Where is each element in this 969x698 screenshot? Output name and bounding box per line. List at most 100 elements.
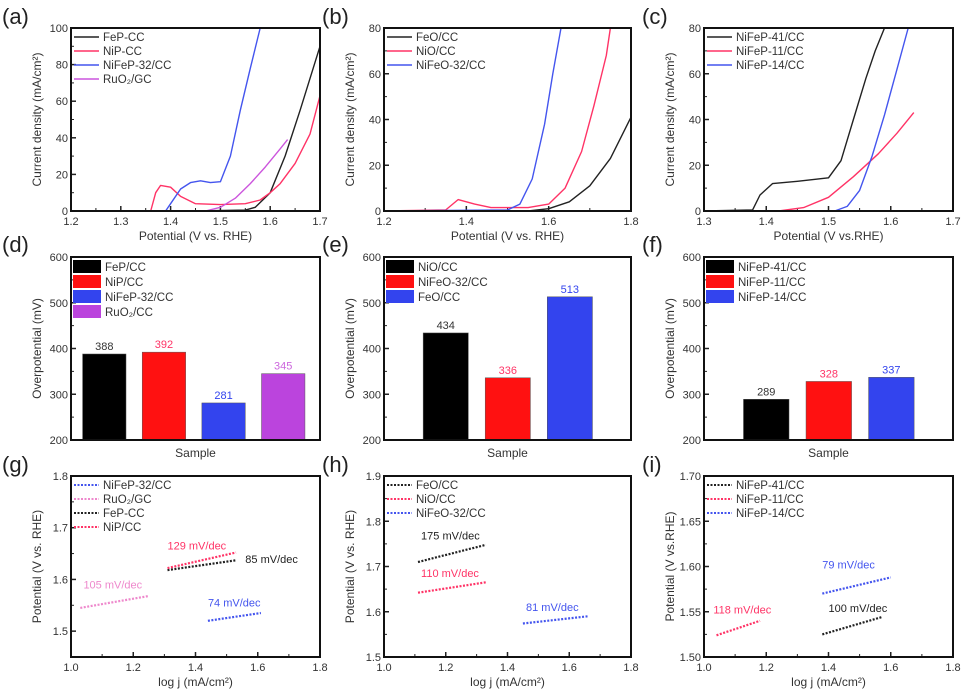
legend-label: NiO/CC — [418, 262, 458, 274]
y-axis-label: Overpotential (mV) — [343, 298, 357, 399]
legend-label: RuO₂/GC — [103, 494, 152, 506]
x-tick-label: 1.7 — [945, 216, 960, 228]
y-tick-label: 20 — [689, 160, 701, 172]
y-tick-label: 100 — [50, 23, 68, 35]
bar-value-label: 328 — [820, 368, 838, 380]
series-line — [207, 611, 262, 622]
panel-label: (i) — [642, 452, 662, 477]
y-tick-label: 300 — [683, 389, 701, 401]
x-tick-label: 1.2 — [759, 662, 774, 674]
panel-label: (d) — [2, 232, 29, 257]
x-tick-label: 1.2 — [63, 216, 78, 228]
panel-label: (b) — [322, 4, 349, 29]
y-tick-label: 600 — [363, 252, 381, 264]
series-line — [522, 615, 588, 625]
x-tick-label: 1.6 — [250, 662, 265, 674]
series-line — [704, 27, 909, 212]
y-tick-label: 1.60 — [680, 562, 701, 574]
y-tick-label: 1.5 — [366, 652, 381, 664]
x-tick-label: 1.8 — [945, 662, 960, 674]
x-axis-label: Potential (V vs.RHE) — [773, 229, 883, 243]
panel-e: (e) 200 300 400 500 600 Sample Overpotential (m… — [322, 232, 632, 460]
series-line — [417, 581, 487, 594]
series-line — [417, 543, 487, 564]
x-tick-label: 1.7 — [312, 216, 327, 228]
y-tick-label: 1.55 — [680, 607, 701, 619]
panel-d: (d) 200 300 400 500 600 Sample Overpotential (m… — [2, 232, 321, 460]
panel-label: (e) — [322, 232, 349, 257]
slope-annotation: 175 mV/dec — [421, 530, 480, 542]
panel-label: (f) — [642, 232, 663, 257]
legend-label: FeO/CC — [416, 480, 458, 492]
x-axis-label: log j (mA/cm²) — [791, 675, 866, 689]
y-tick-label: 400 — [683, 344, 701, 356]
x-axis-label: log j (mA/cm²) — [158, 675, 233, 689]
slope-annotation: 110 mV/dec — [421, 568, 479, 580]
legend-label: RuO₂/CC — [105, 307, 153, 319]
bar-value-label: 434 — [437, 320, 455, 332]
plot-frame — [383, 256, 632, 441]
y-tick-label: 400 — [50, 344, 68, 356]
series-line — [167, 559, 237, 572]
x-tick-label: 1.4 — [500, 662, 515, 674]
bar-value-label: 513 — [561, 284, 579, 296]
legend-swatch — [706, 290, 734, 303]
y-tick-label: 400 — [363, 344, 381, 356]
slope-annotation: 79 mV/dec — [822, 559, 875, 571]
x-axis-label: Potential (V vs. RHE) — [451, 229, 564, 243]
x-tick-label: 1.0 — [63, 662, 78, 674]
panel-label: (g) — [2, 452, 29, 477]
x-tick-label: 1.4 — [163, 216, 178, 228]
series-line — [71, 139, 289, 212]
legend-swatch — [706, 275, 734, 288]
legend-swatch — [386, 275, 414, 288]
bar-value-label: 336 — [499, 365, 517, 377]
legend-label: NiFeP-14/CC — [738, 292, 806, 304]
y-axis-label: Potential (V vs. RHE) — [343, 510, 357, 623]
bar — [261, 373, 306, 441]
x-tick-label: 1.2 — [438, 662, 453, 674]
plot-frame — [70, 27, 321, 212]
x-tick-label: 1.3 — [113, 216, 128, 228]
plot-frame — [703, 27, 954, 212]
x-tick-label: 1.2 — [376, 216, 391, 228]
y-tick-label: 1.7 — [366, 562, 381, 574]
x-axis-label: Potential (V vs. RHE) — [139, 229, 252, 243]
plot-frame — [703, 475, 954, 658]
x-tick-label: 1.4 — [459, 216, 474, 228]
y-tick-label: 1.65 — [680, 516, 701, 528]
plot-frame — [703, 256, 954, 441]
bar-value-label: 388 — [95, 341, 113, 353]
slope-annotation: 85 mV/dec — [245, 554, 298, 566]
bar — [201, 402, 246, 441]
slope-annotation: 74 mV/dec — [208, 597, 261, 609]
bar — [805, 381, 852, 441]
legend-label: FeP/CC — [105, 262, 146, 274]
x-tick-label: 1.4 — [188, 662, 203, 674]
x-tick-label: 1.6 — [883, 662, 898, 674]
legend-swatch — [386, 260, 414, 273]
y-tick-label: 1.9 — [366, 471, 381, 483]
y-tick-label: 1.8 — [366, 516, 381, 528]
y-tick-label: 1.50 — [680, 652, 701, 664]
y-tick-label: 200 — [363, 435, 381, 447]
legend-label: NiFeP-32/CC — [103, 480, 171, 492]
y-tick-label: 1.70 — [680, 471, 701, 483]
legend-label: NiFeO-32/CC — [418, 277, 488, 289]
y-tick-label: 60 — [369, 69, 381, 81]
series-line — [383, 27, 562, 212]
series-line — [80, 594, 149, 609]
legend-swatch — [706, 260, 734, 273]
y-tick-label: 1.6 — [53, 574, 68, 586]
series-line — [716, 619, 761, 637]
y-tick-label: 1.5 — [53, 626, 68, 638]
legend-label: NiO/CC — [416, 494, 456, 506]
bar-value-label: 337 — [882, 364, 900, 376]
y-tick-label: 300 — [363, 389, 381, 401]
y-tick-label: 200 — [50, 435, 68, 447]
legend-label: NiP/CC — [103, 522, 141, 534]
bar-value-label: 281 — [214, 390, 232, 402]
legend-label: NiFeO-32/CC — [416, 508, 486, 520]
x-tick-label: 1.5 — [821, 216, 836, 228]
panel-b: (b) 0 20 40 60 80 1.2 1.4 1.6 1.8 Potential (V vs.… — [322, 4, 639, 243]
